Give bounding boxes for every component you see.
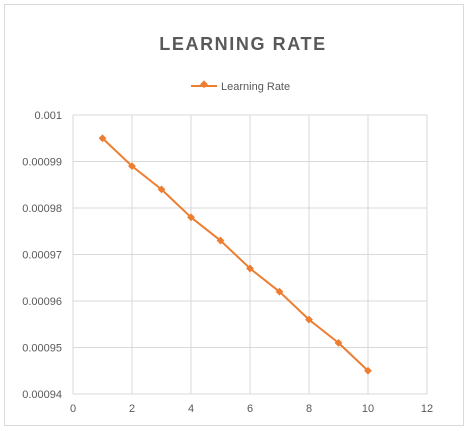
y-tick-label: 0.00095 [22, 343, 62, 355]
series-line [101, 137, 369, 372]
x-tick-label: 0 [70, 403, 76, 415]
x-tick-label: 4 [188, 403, 194, 415]
x-tick-label: 6 [247, 403, 253, 415]
x-tick-label: 10 [362, 403, 374, 415]
chart-area [4, 4, 464, 426]
y-tick-label: 0.00097 [22, 250, 62, 262]
data-point-marker [334, 338, 343, 347]
y-tick-label: 0.00096 [22, 296, 62, 308]
x-tick-label: 8 [306, 403, 312, 415]
x-tick-label: 12 [421, 403, 433, 415]
x-tick-label: 2 [129, 403, 135, 415]
chart-title: LEARNING RATE [159, 34, 326, 54]
y-tick-label: 0.00094 [22, 389, 62, 401]
y-tick-label: 0.001 [34, 110, 62, 122]
y-tick-label: 0.00098 [22, 203, 62, 215]
legend: Learning Rate [191, 80, 290, 93]
y-axis-tick-labels: 0.00094 0.00095 0.00096 0.00097 0.00098 0.000… [22, 110, 62, 401]
y-tick-label: 0.00099 [22, 157, 62, 169]
data-point-marker [275, 287, 284, 296]
x-axis-tick-labels: 0 2 4 6 8 10 12 [70, 403, 433, 415]
legend-label: Learning Rate [221, 81, 290, 93]
data-point-marker [98, 134, 107, 143]
data-point-marker [364, 366, 372, 375]
gridlines [72, 114, 428, 395]
data-point-marker [305, 315, 313, 324]
